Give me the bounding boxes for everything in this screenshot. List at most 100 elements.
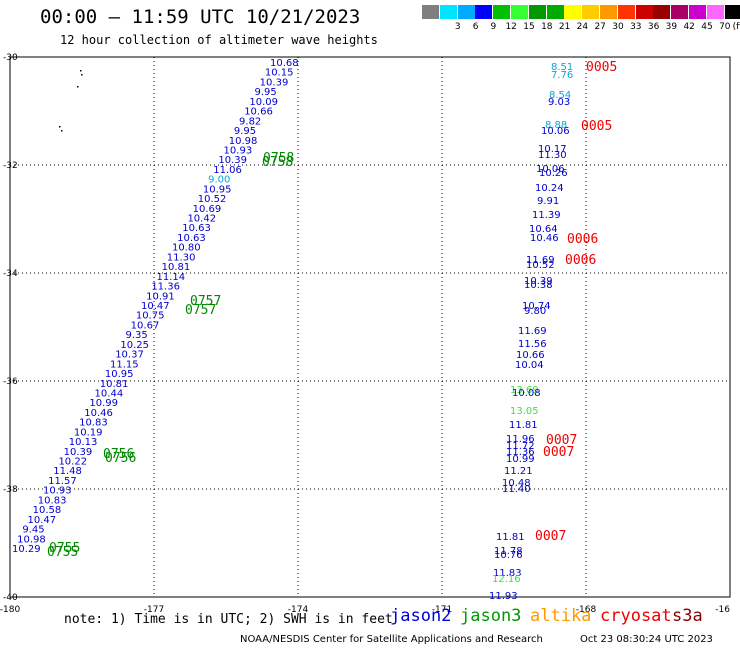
track-value: 10.81 [100, 379, 129, 390]
track-value: 10.52 [198, 194, 227, 205]
track-value: 10.66 [244, 107, 273, 118]
time-label: 0758 [262, 155, 293, 170]
legend-label: 70 [719, 22, 731, 32]
legend-swatch [617, 5, 635, 19]
legend-label: 30 [612, 22, 624, 32]
legend-label: 18 [541, 22, 553, 32]
legend-label: 6 [472, 22, 479, 32]
track-value: 10.98 [17, 534, 46, 545]
lon-tick-label: -174 [288, 605, 309, 615]
legend-cryosat: cryosat [600, 606, 672, 626]
track-value: 10.46 [530, 233, 559, 244]
track-value: 10.81 [162, 262, 191, 273]
track-value: 10.46 [84, 408, 113, 419]
track-value: 11.48 [53, 466, 82, 477]
time-label: 0757 [185, 303, 216, 318]
track-value: 7.76 [551, 70, 573, 81]
legend-label: 45 [701, 22, 713, 32]
stray-marks [59, 70, 83, 132]
legend-swatch [689, 5, 706, 19]
track-value: 8.88 [545, 120, 567, 131]
track-value: 11.06 [213, 165, 242, 176]
track-value: 10.06 [536, 164, 565, 175]
track-value: 9.91 [537, 196, 559, 207]
track-value: 11.72 [506, 441, 535, 452]
legend-label: 42 [683, 22, 695, 32]
track-value: 10.74 [522, 301, 551, 312]
track-value: 10.39 [218, 155, 247, 166]
track-value: 9.35 [126, 330, 148, 341]
legend-label: 15 [523, 22, 535, 32]
time-label: 0005 [581, 119, 612, 134]
lat-tick-label: -32 [3, 161, 18, 171]
map-title: 00:00 – 11:59 UTC 10/21/2023 [40, 6, 361, 28]
track-value: 9.95 [234, 126, 256, 137]
track-value: 10.15 [265, 68, 294, 79]
lat-tick-label: -38 [3, 485, 18, 495]
legend-label: 39 [665, 22, 678, 32]
track-value: 10.67 [131, 320, 160, 331]
track-value: 10.39 [64, 447, 93, 458]
legend-swatch [564, 5, 582, 19]
time-label: 0758 [263, 151, 294, 166]
legend-swatch [653, 5, 671, 19]
track-value: 11.93 [489, 591, 518, 602]
lat-tick-label: -40 [3, 593, 18, 603]
legend-s3a: s3a [672, 606, 703, 626]
track-value: 10.66 [516, 350, 545, 361]
track-value: 10.63 [177, 233, 206, 244]
footnote: note: 1) Time is in UTC; 2) SWH is in fe… [64, 612, 393, 627]
track-value: 10.08 [512, 388, 541, 399]
lat-tick-label: -36 [3, 377, 18, 387]
legend-swatch [706, 5, 724, 19]
track-value: 11.15 [110, 359, 139, 370]
track-value: 10.91 [146, 291, 175, 302]
track-value: 10.99 [506, 454, 535, 465]
legend-label: 33 [630, 22, 642, 32]
track-value: 10.17 [538, 144, 567, 155]
time-label: 0007 [535, 529, 566, 544]
west-track-values: 10.6810.1510.399.9510.0910.669.829.9510.… [12, 58, 299, 555]
track-value: 10.04 [515, 360, 544, 371]
legend-swatch [511, 5, 528, 19]
track-value: 11.57 [48, 476, 77, 487]
track-value: 10.39 [524, 276, 553, 287]
track-value: 10.47 [141, 301, 170, 312]
track-value: 11.39 [532, 210, 561, 221]
legend-swatch [671, 5, 689, 19]
track-value: 11.30 [538, 150, 567, 161]
track-value: 10.39 [260, 77, 289, 88]
track-value: 11.81 [496, 532, 525, 543]
track-value: 10.64 [529, 224, 558, 235]
track-value: 9.80 [524, 306, 546, 317]
legend-swatch [635, 5, 653, 19]
time-label: 0755 [49, 541, 80, 556]
credit-text: NOAA/NESDIS Center for Satellite Applica… [240, 634, 543, 645]
track-value: 9.82 [239, 116, 261, 127]
legend-label: 21 [558, 22, 571, 32]
data-dot [61, 130, 63, 132]
track-value: 10.52 [526, 260, 555, 271]
legend-swatch [582, 5, 600, 19]
track-value: 11.14 [156, 272, 185, 283]
track-value: 10.42 [187, 214, 216, 225]
east-track-values: 8.517.768.549.038.8810.0610.1711.3010.06… [489, 62, 573, 602]
map-frame [9, 56, 731, 598]
track-value: 12.16 [492, 574, 521, 585]
legend-unit: (ft) [732, 22, 740, 32]
track-value: 10.37 [115, 350, 144, 361]
generated-timestamp: Oct 23 08:30:24 UTC 2023 [580, 634, 713, 645]
track-value: 8.51 [551, 62, 573, 73]
data-dot [59, 126, 61, 128]
time-label: 0005 [586, 60, 617, 75]
track-value: 11.36 [506, 447, 535, 458]
latitude-tick-labels: -30 -32 -34 -36 -38 -40 [3, 53, 18, 603]
track-value: 10.24 [535, 183, 564, 194]
track-value: 10.93 [43, 486, 72, 497]
legend-label: 27 [594, 22, 606, 32]
longitude-tick-labels: -180 -177 -174 -171 -168 -16 [0, 605, 730, 615]
legend-label: 12 [505, 22, 517, 32]
lon-tick-label: -168 [576, 605, 597, 615]
time-label: 0756 [105, 451, 136, 466]
